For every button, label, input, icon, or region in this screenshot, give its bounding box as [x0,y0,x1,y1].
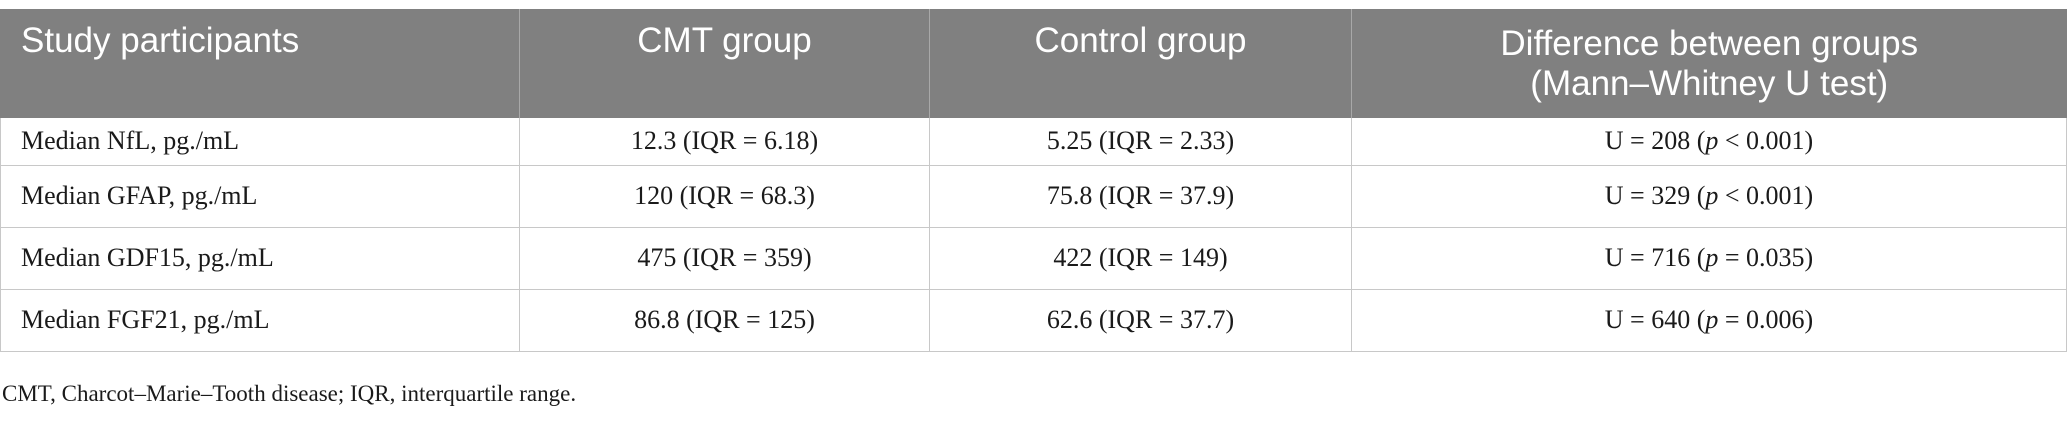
header-study-participants: Study participants [0,9,520,118]
header-text-line1: Difference between groups [1500,23,1919,63]
table-header: Study participants CMT group Control gro… [0,9,2067,118]
table-row: Median NfL, pg./mL 12.3 (IQR = 6.18) 5.2… [0,118,2067,166]
header-text: CMT group [637,21,812,60]
header-cmt-group: CMT group [519,9,930,118]
p-symbol: p [1705,181,1719,210]
table-row: Median GFAP, pg./mL 120 (IQR = 68.3) 75.… [0,164,2067,228]
u-statistic: U = 640 ( [1604,305,1706,334]
table-body: Median NfL, pg./mL 12.3 (IQR = 6.18) 5.2… [0,118,2067,352]
header-difference: Difference between groups (Mann–Whitney … [1351,9,2067,118]
row-label: Median NfL, pg./mL [0,118,520,166]
header-row: Study participants CMT group Control gro… [0,9,2067,118]
p-value: = 0.035) [1718,243,1814,272]
row-label: Median GFAP, pg./mL [0,164,520,228]
cmt-value: 12.3 (IQR = 6.18) [519,118,930,166]
header-text: Study participants [21,21,300,60]
cmt-value: 475 (IQR = 359) [519,226,930,290]
data-table-container: Study participants CMT group Control gro… [0,9,2067,352]
header-text: Control group [1034,21,1247,60]
header-text-line2: (Mann–Whitney U test) [1530,63,1889,103]
control-value: 422 (IQR = 149) [929,226,1352,290]
data-table: Study participants CMT group Control gro… [0,9,2067,352]
difference-value: U = 329 (p < 0.001) [1351,164,2067,228]
control-value: 5.25 (IQR = 2.33) [929,118,1352,166]
table-row: Median GDF15, pg./mL 475 (IQR = 359) 422… [0,226,2067,290]
difference-value: U = 208 (p < 0.001) [1351,118,2067,166]
cmt-value: 86.8 (IQR = 125) [519,288,930,352]
p-value: < 0.001) [1718,126,1814,156]
p-value: < 0.001) [1718,181,1814,210]
p-symbol: p [1705,243,1719,272]
control-value: 62.6 (IQR = 37.7) [929,288,1352,352]
row-label: Median FGF21, pg./mL [0,288,520,352]
table-row: Median FGF21, pg./mL 86.8 (IQR = 125) 62… [0,288,2067,352]
header-control-group: Control group [929,9,1352,118]
u-statistic: U = 329 ( [1604,181,1706,210]
p-value: = 0.006) [1718,305,1814,334]
difference-value: U = 640 (p = 0.006) [1351,288,2067,352]
table-footnote: CMT, Charcot–Marie–Tooth disease; IQR, i… [2,381,577,406]
p-symbol: p [1705,126,1719,156]
u-statistic: U = 716 ( [1604,243,1706,272]
u-statistic: U = 208 ( [1604,126,1706,156]
control-value: 75.8 (IQR = 37.9) [929,164,1352,228]
difference-value: U = 716 (p = 0.035) [1351,226,2067,290]
cmt-value: 120 (IQR = 68.3) [519,164,930,228]
row-label: Median GDF15, pg./mL [0,226,520,290]
p-symbol: p [1705,305,1719,334]
